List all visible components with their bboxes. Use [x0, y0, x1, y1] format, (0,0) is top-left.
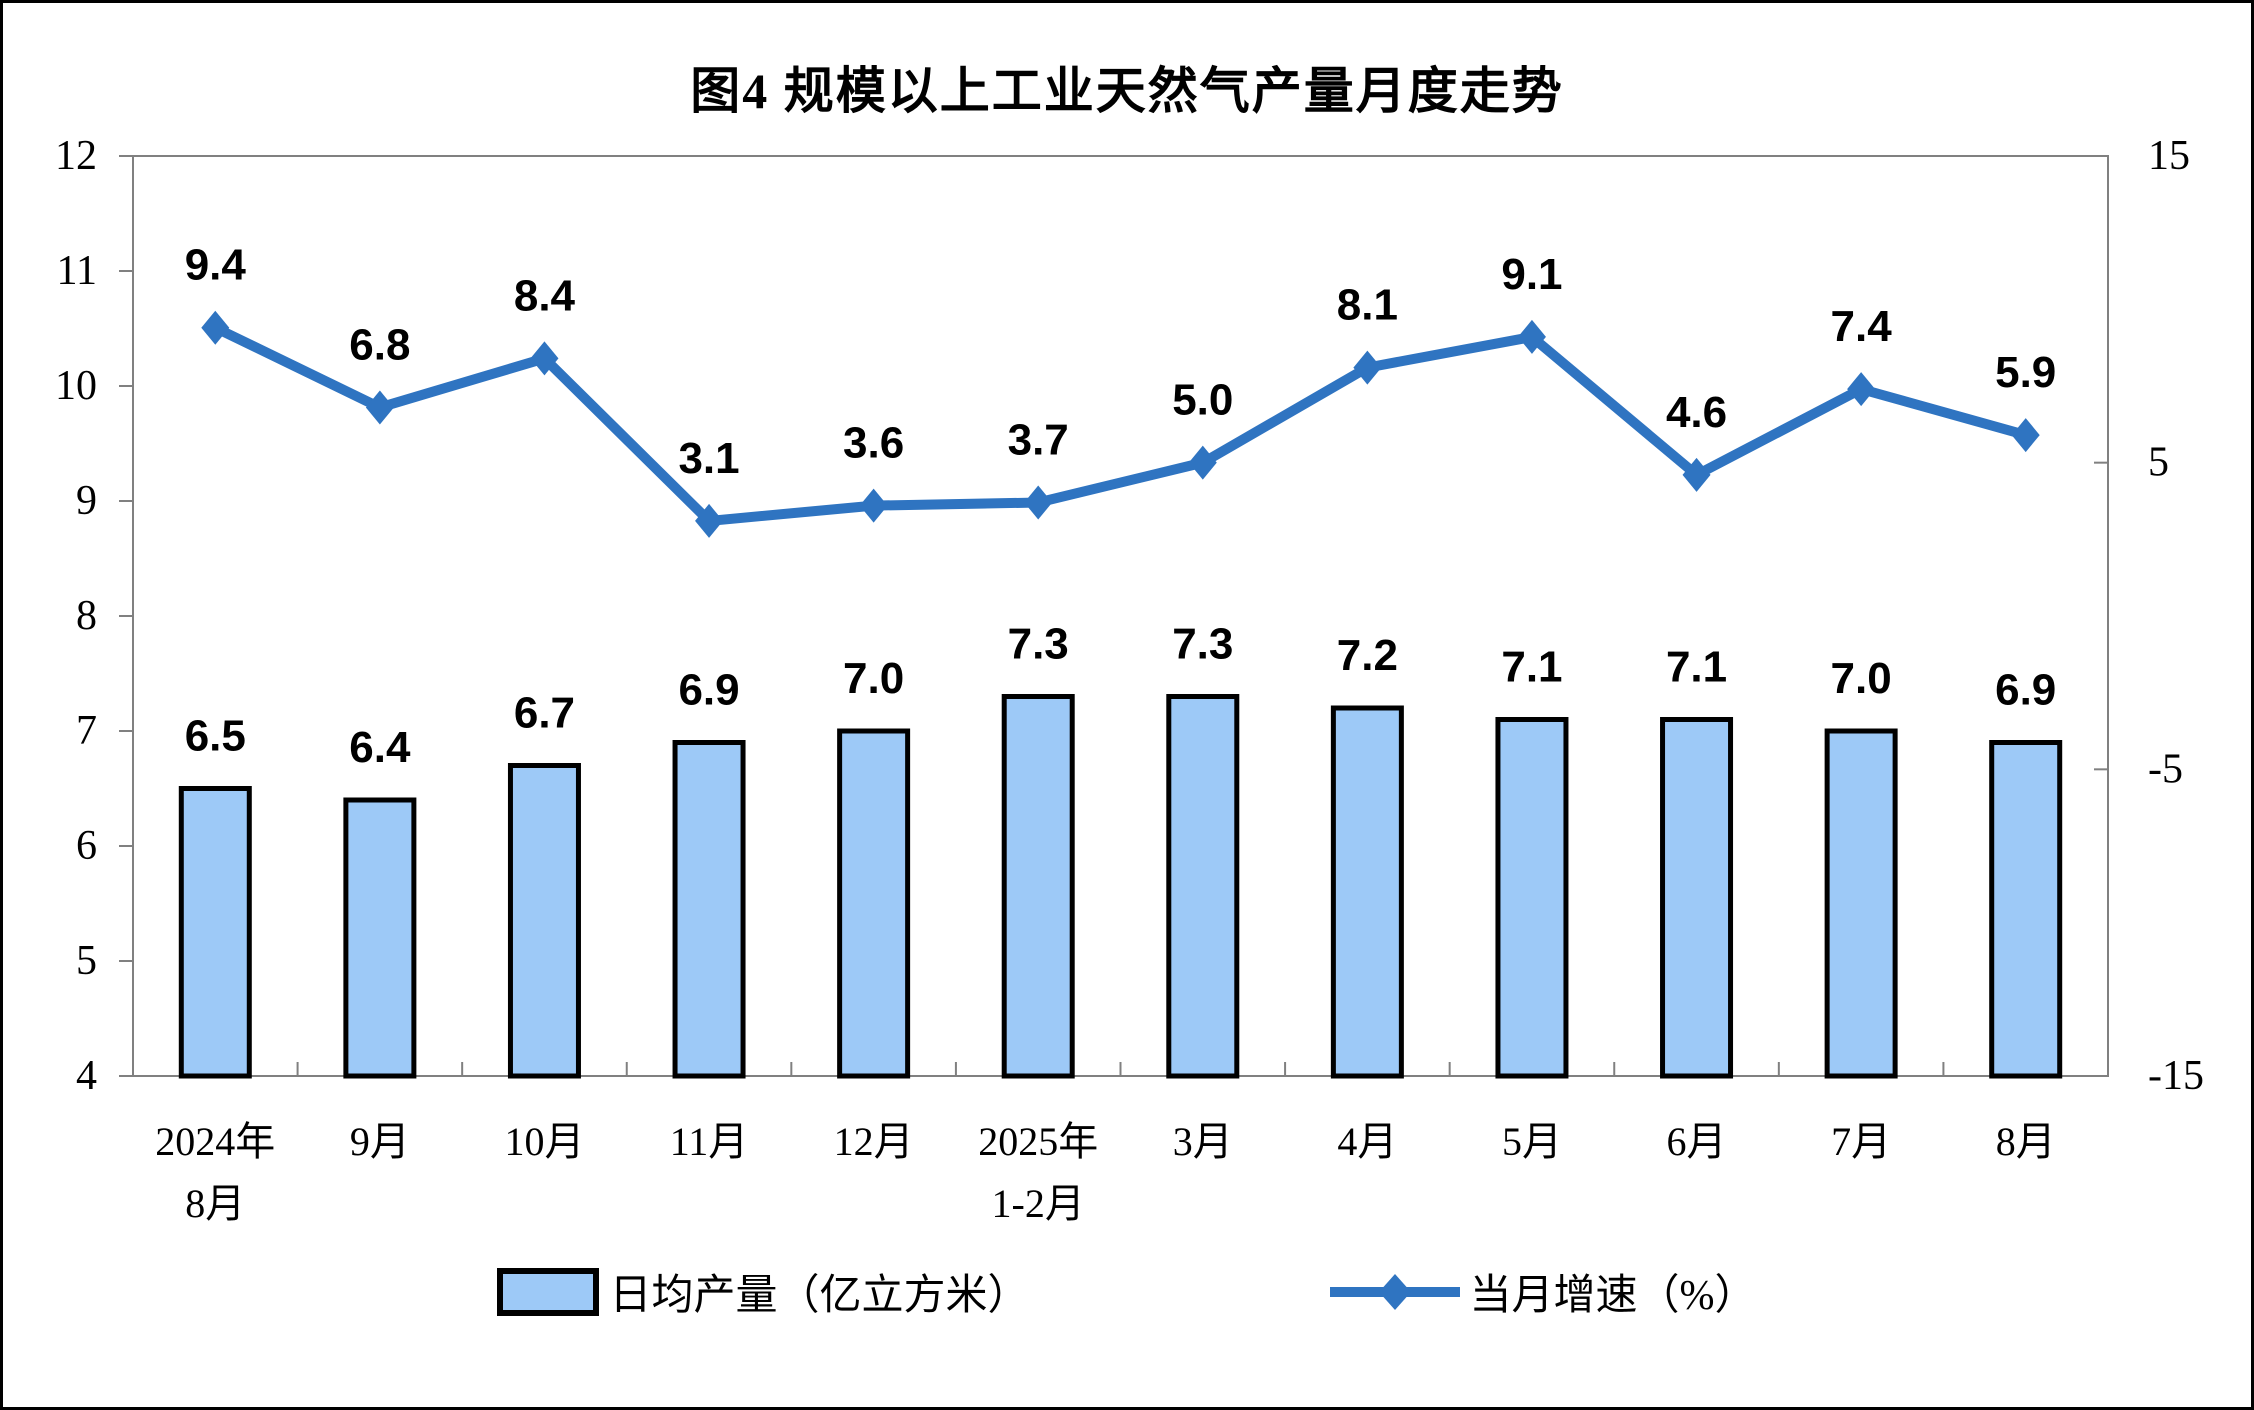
- line-value-label: 3.7: [1008, 416, 1069, 465]
- legend-label-line: 当月增速（%）: [1469, 1273, 1757, 1319]
- line-value-label: 8.4: [514, 271, 576, 320]
- line-value-label: 5.9: [1995, 348, 2056, 397]
- line-value-label: 3.1: [678, 434, 739, 483]
- left-axis-tick-label: 12: [55, 133, 97, 179]
- bar-value-label: 6.9: [678, 666, 739, 715]
- growth-line: [213, 323, 2028, 527]
- bar-value-label: 7.2: [1337, 631, 1398, 680]
- legend: 日均产量（亿立方米） 当月增速（%）: [3, 1261, 2251, 1322]
- bar: [1989, 740, 2063, 1079]
- line-marker-diamond: [201, 310, 230, 345]
- line-marker-diamond: [1188, 445, 1217, 480]
- right-axis-tick-label: -5: [2148, 746, 2183, 792]
- x-axis-category-label: 10月: [504, 1119, 584, 1164]
- line-marker-diamond: [859, 488, 888, 523]
- line-marker-diamond: [1024, 485, 1053, 520]
- line-marker-diamond: [365, 390, 394, 425]
- bar-value-label: 6.4: [349, 723, 411, 772]
- bar-value-label: 7.3: [1008, 620, 1069, 669]
- x-axis-category-label: 2024年: [155, 1119, 275, 1164]
- line-value-label: 4.6: [1666, 388, 1727, 437]
- bar-value-label: 7.1: [1501, 643, 1562, 692]
- x-axis-category-label: 4月: [1337, 1119, 1397, 1164]
- left-axis-tick-label: 4: [76, 1053, 97, 1099]
- left-axis-tick-label: 6: [76, 823, 97, 869]
- x-axis-category-label: 1-2月: [992, 1181, 1085, 1226]
- line-value-label: 3.6: [843, 419, 904, 468]
- right-axis-tick-label: 5: [2148, 440, 2169, 486]
- right-axis-tick-label: -15: [2148, 1053, 2204, 1099]
- bar-value-label: 7.3: [1172, 620, 1233, 669]
- line-marker-diamond: [2011, 418, 2040, 453]
- chart-title: 图4 规模以上工业天然气产量月度走势: [690, 63, 1564, 119]
- bar-value-label: 6.5: [185, 712, 246, 761]
- x-axis-category-label: 6月: [1667, 1119, 1727, 1164]
- line-value-label: 6.8: [349, 320, 410, 369]
- bar-series-swatch: [497, 1267, 600, 1316]
- bar: [1660, 717, 1734, 1079]
- legend-label-bars: 日均产量（亿立方米）: [609, 1273, 1030, 1319]
- line-marker-diamond: [1847, 372, 1876, 407]
- x-axis-category-label: 8月: [185, 1181, 245, 1226]
- line-value-label: 5.0: [1172, 376, 1233, 425]
- legend-item-line: 当月增速（%）: [1329, 1261, 1757, 1322]
- left-axis-tick-label: 5: [76, 938, 97, 984]
- left-axis-tick-label: 9: [76, 478, 97, 524]
- bar: [1166, 694, 1240, 1079]
- right-axis-tick-label: 15: [2148, 133, 2190, 179]
- bar: [507, 763, 581, 1079]
- left-axis-tick-label: 10: [55, 363, 97, 409]
- x-axis-category-label: 9月: [350, 1119, 410, 1164]
- combo-chart: 4 5 6 7 8 9 10 11 12 15 5 -5 -15 6.5 6.4 6.7 6.9 7.0 7.3 7.…: [55, 133, 2204, 1226]
- left-axis-tick-label: 7: [76, 708, 97, 754]
- x-axis-category-label: 11月: [670, 1119, 749, 1164]
- x-axis-category-label: 12月: [834, 1119, 914, 1164]
- line-value-label: 9.1: [1501, 250, 1562, 299]
- bar-value-label: 7.0: [1831, 654, 1892, 703]
- line-value-label: 8.1: [1337, 281, 1398, 330]
- x-axis-category-label: 2025年: [978, 1119, 1098, 1164]
- line-value-label: 9.4: [185, 241, 247, 290]
- x-axis-category-label: 5月: [1502, 1119, 1562, 1164]
- bar: [837, 728, 911, 1079]
- bar-value-label: 6.7: [514, 689, 575, 738]
- bar-value-label: 7.0: [843, 654, 904, 703]
- bar: [1824, 728, 1898, 1079]
- bar-value-label: 7.1: [1666, 643, 1727, 692]
- line-marker-diamond: [1682, 457, 1711, 492]
- bar: [1001, 694, 1075, 1079]
- x-axis-category-label: 7月: [1831, 1119, 1891, 1164]
- line-value-label: 7.4: [1831, 302, 1893, 351]
- x-axis-category-label: 8月: [1996, 1119, 2056, 1164]
- line-marker-diamond: [1517, 319, 1546, 354]
- line-marker-diamond: [695, 503, 724, 538]
- line-marker-diamond: [530, 341, 559, 376]
- bar: [178, 786, 252, 1079]
- bar: [343, 797, 417, 1079]
- legend-item-bars: 日均产量（亿立方米）: [497, 1261, 1030, 1322]
- line-series-swatch: [1329, 1273, 1460, 1310]
- bar: [1330, 705, 1404, 1079]
- plot-frame: [132, 155, 2109, 1077]
- left-axis-tick-label: 8: [76, 593, 97, 639]
- bar: [1495, 717, 1569, 1079]
- x-axis-category-label: 3月: [1173, 1119, 1233, 1164]
- line-marker-diamond: [1353, 350, 1382, 385]
- bar: [672, 740, 746, 1079]
- bar-value-label: 6.9: [1995, 666, 2056, 715]
- left-axis-tick-label: 11: [57, 248, 97, 294]
